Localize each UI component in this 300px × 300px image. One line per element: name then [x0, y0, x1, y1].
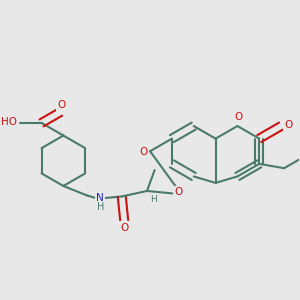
Text: O: O	[139, 147, 147, 157]
Text: HO: HO	[1, 117, 17, 127]
Text: H: H	[97, 202, 104, 212]
Text: O: O	[175, 187, 183, 197]
Text: O: O	[234, 112, 242, 122]
Text: O: O	[121, 223, 129, 233]
Text: H: H	[150, 195, 157, 204]
Text: O: O	[58, 100, 66, 110]
Text: O: O	[284, 120, 292, 130]
Text: N: N	[96, 193, 104, 203]
